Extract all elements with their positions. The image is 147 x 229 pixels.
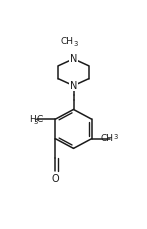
Text: H: H: [29, 115, 36, 124]
Text: 3: 3: [113, 134, 117, 140]
Text: CH: CH: [61, 37, 74, 46]
Text: N: N: [70, 81, 77, 91]
Text: 3: 3: [74, 41, 78, 47]
Text: O: O: [52, 174, 59, 184]
Text: 3: 3: [34, 119, 38, 125]
Text: CH: CH: [100, 134, 113, 143]
Text: N: N: [70, 54, 77, 64]
Text: C: C: [36, 115, 42, 124]
